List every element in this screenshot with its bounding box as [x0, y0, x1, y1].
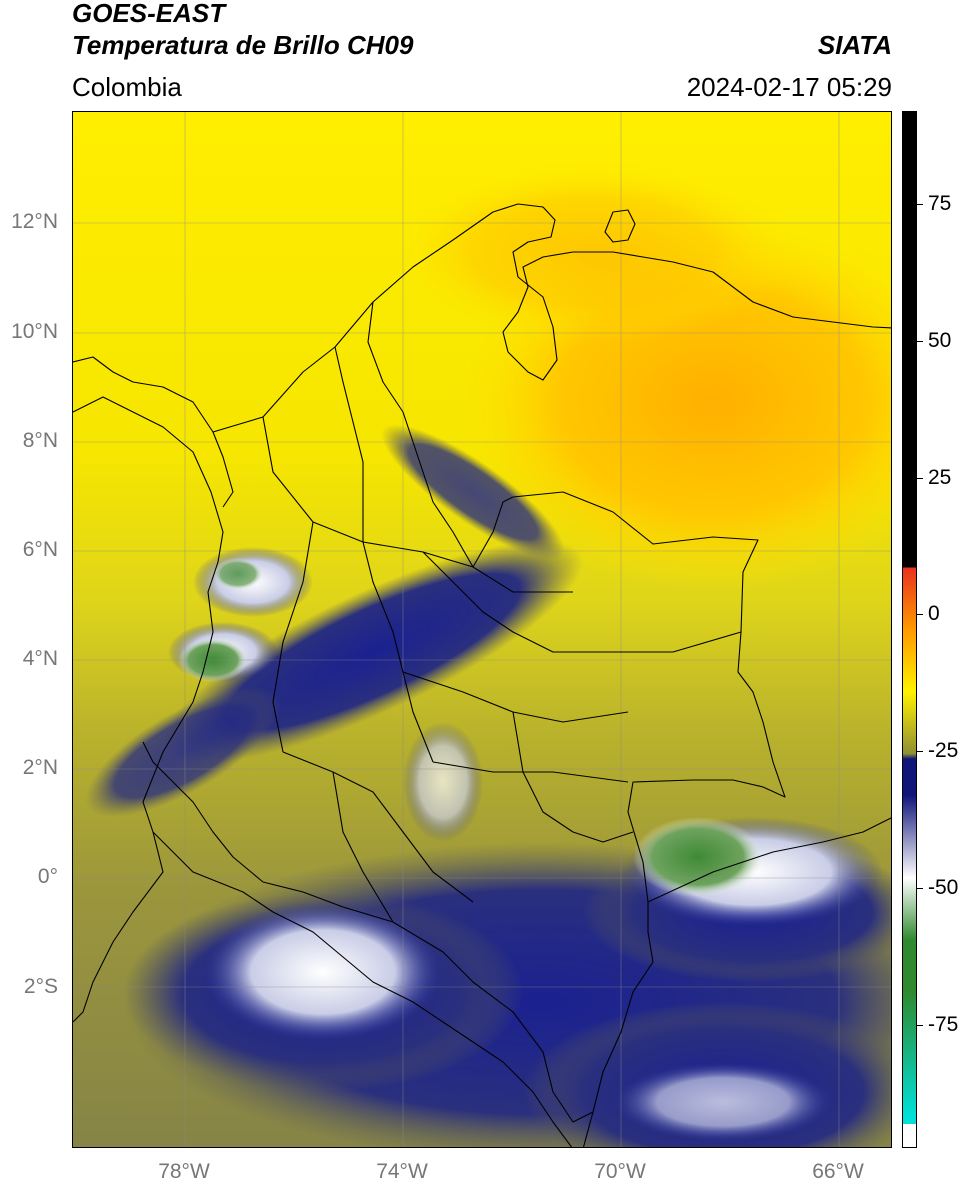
panama-coast [73, 356, 234, 508]
lat-tick-12n: 12°N [11, 210, 58, 233]
caribbean-coast [212, 203, 891, 433]
cb-tick-mark [917, 341, 923, 342]
org-label: SIATA [817, 30, 892, 60]
timestamp-label: 2024-02-17 05:29 [686, 72, 892, 102]
lat-tick-6n: 6°N [22, 538, 58, 561]
cb-tick-mark [917, 751, 923, 752]
cb-label-neg25: -25 [928, 739, 959, 762]
cloud-top-sw [203, 902, 443, 1042]
cloud-north-line [381, 424, 565, 560]
cb-tick-mark [917, 614, 923, 615]
region-label: Colombia [72, 72, 182, 102]
gridlines [73, 112, 891, 1147]
coldest-north [213, 558, 263, 590]
lon-tick-74w: 74°W [376, 1160, 428, 1183]
cb-label-25: 25 [928, 466, 952, 489]
lat-tick-4n: 4°N [22, 647, 58, 670]
cb-label-neg50: -50 [928, 876, 959, 899]
cb-tick-mark [917, 204, 923, 205]
colorbar [902, 111, 917, 1148]
cb-tick-mark [917, 888, 923, 889]
lat-tick-8n: 8°N [22, 429, 58, 452]
cloud-top-andes [403, 722, 483, 842]
cloud-pacific [85, 687, 281, 817]
paraguana [604, 209, 636, 243]
coldest-east [633, 817, 763, 897]
cloud-top-amazon [613, 1062, 833, 1142]
cb-label-50: 50 [928, 329, 952, 352]
lon-tick-66w: 66°W [812, 1160, 864, 1183]
colombia-border [142, 491, 786, 1123]
pacific-coast [73, 396, 224, 1023]
title-line-2: Temperatura de Brillo CH09 [72, 30, 414, 60]
peru-brazil-border [582, 1111, 594, 1147]
lat-tick-2s: 2°S [23, 975, 58, 998]
dept-borders [262, 301, 742, 923]
venezuela-brazil-border [647, 817, 891, 903]
satellite-map[interactable] [72, 111, 892, 1148]
lon-tick-70w: 70°W [594, 1160, 646, 1183]
coastlines-borders [73, 203, 891, 1147]
cb-tick-mark [917, 478, 923, 479]
cb-label-75: 75 [928, 192, 952, 215]
title-line-1: GOES-EAST [72, 0, 226, 28]
cb-label-neg75: -75 [928, 1013, 959, 1036]
lon-tick-78w: 78°W [158, 1160, 210, 1183]
cb-tick-mark [917, 1025, 923, 1026]
lat-tick-0: 0° [37, 865, 58, 888]
lat-tick-2n: 2°N [22, 756, 58, 779]
cb-label-0: 0 [928, 602, 940, 625]
map-canvas [73, 112, 891, 1147]
lat-tick-10n: 10°N [11, 320, 58, 343]
ecuador-peru-border [152, 831, 573, 1147]
